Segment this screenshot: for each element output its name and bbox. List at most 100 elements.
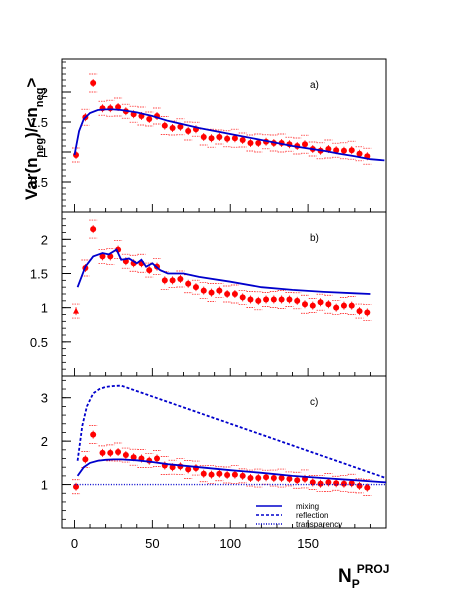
data-point-c [294,477,301,484]
data-point-a [208,135,215,142]
y-tick-label-c: 1 [41,478,48,493]
data-point-a [255,140,262,146]
data-point-b [325,301,332,308]
data-point-c [224,472,231,479]
data-point-c [115,449,122,455]
data-point-b [263,296,270,303]
data-point-b [364,309,371,316]
data-point-c [107,449,114,456]
data-point-a [169,125,176,131]
data-point-c [239,472,246,479]
data-point-a [177,123,184,130]
chart-marks: 0.5 1 1.5 2 a) 0.5 1 1.5 2 b) 1 2 3 0 50 100 150 c) [30,61,387,551]
data-point-c [216,470,223,477]
model-line-solid-b [76,248,371,295]
data-point-c [73,483,80,490]
data-point-b [216,287,223,294]
y-tick-label-c: 2 [41,434,48,449]
data-point-c [130,454,137,461]
panel-label-a: a) [310,80,319,91]
panel-c-frame [61,375,387,529]
data-point-a [200,134,207,140]
y-tick-label-b: 1 [41,301,48,316]
x-tick-label: 100 [219,536,241,551]
data-point-a [115,104,122,110]
data-point-c [82,456,89,463]
data-point-b [99,253,106,260]
data-point-a [302,141,308,148]
data-point-b [255,297,262,304]
y-tick-label-a: 1.5 [30,115,48,130]
data-point-b [231,291,238,297]
data-point-c [278,475,285,482]
data-point-b [239,294,246,301]
y-tick-label-b: 1.5 [30,267,48,282]
data-point-a [231,135,238,142]
data-point-a [161,122,168,129]
data-point-a [247,140,254,146]
data-point-b [161,277,168,284]
data-point-b [302,301,308,308]
y-axis-title: Var(nneg)/<nneg> [22,78,46,200]
panel-label-c: c) [310,397,318,408]
legend-transparency-label: transparency [296,520,342,529]
data-point-c [247,475,254,482]
model-line-mixing-c [76,458,387,484]
x-tick-label: 0 [71,536,78,551]
y-tick-label-b: 0.5 [30,335,48,350]
data-point-a [216,134,223,140]
data-point-b [278,296,285,303]
data-point-c [154,455,161,462]
x-tick-label: 150 [297,536,319,551]
data-point-b [286,296,293,303]
data-point-b [309,302,316,309]
data-point-b [333,304,340,311]
data-point-c [348,480,355,487]
y-tick-label-a: 2 [41,85,48,100]
legend-reflection-label: reflection [296,511,328,520]
data-point-b [294,297,301,304]
panel-b-frame [61,211,387,377]
y-tick-label-a: 1 [41,145,48,160]
data-point-c [364,484,371,491]
data-point-b [169,277,176,284]
data-point-b [356,308,363,315]
data-point-c [270,475,277,482]
data-point-a [224,135,231,142]
x-tick-label: 50 [145,536,159,551]
data-point-c [333,480,340,487]
data-point-b [177,275,184,282]
data-point-a [90,80,97,86]
data-point-a [333,147,340,154]
data-point-b [200,287,207,294]
data-point-b [348,302,355,309]
data-point-c [99,449,106,456]
y-tick-label-c: 3 [41,391,48,406]
data-point-c [286,475,293,482]
data-point-b [185,280,192,287]
data-point-b [317,299,324,306]
data-point-c [356,482,363,489]
data-point-c [317,480,324,487]
data-point-c [208,471,215,478]
data-point-b [73,307,80,314]
data-point-c [122,452,129,459]
data-point-a [340,147,347,154]
panel-a-frame [61,58,387,213]
legend-mixing-label: mixing [296,502,319,511]
data-point-a [239,137,246,143]
y-tick-label-b: 2 [41,232,48,247]
panel-label-b: b) [310,233,319,244]
data-point-a [356,150,363,157]
data-point-b [340,302,347,309]
model-line-solid-a [73,108,385,162]
data-point-b [192,284,199,291]
data-point-c [185,466,192,473]
data-point-b [208,289,215,296]
data-point-b [270,296,277,303]
data-point-c [263,474,270,481]
data-point-b [247,296,254,303]
data-point-a [146,116,153,122]
legend: mixing reflection transparency [256,502,342,529]
data-point-c [231,471,238,478]
